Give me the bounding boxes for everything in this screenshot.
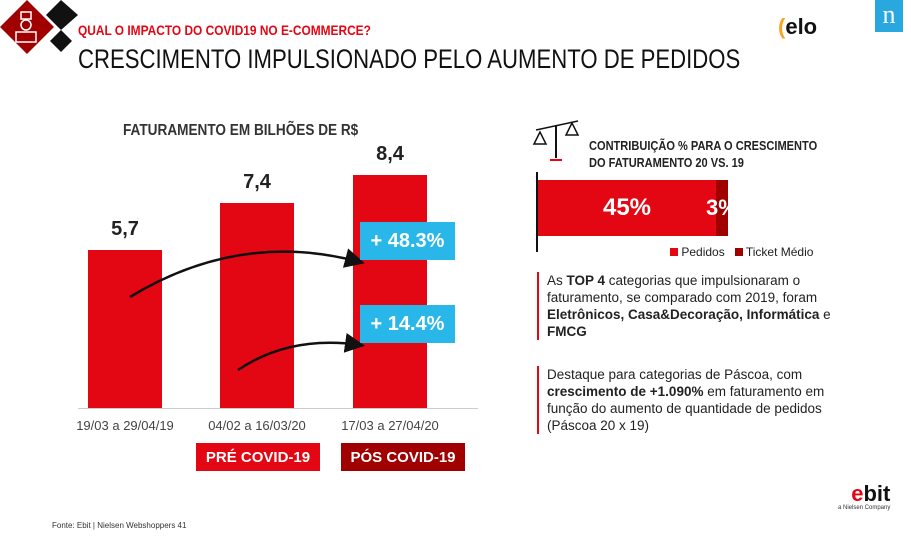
contrib-legend: Pedidos Ticket Médio bbox=[670, 245, 813, 259]
value-label: 7,4 bbox=[243, 170, 271, 193]
category-label: 19/03 a 29/04/19 bbox=[76, 418, 174, 433]
elo-logo: (elo bbox=[778, 14, 818, 39]
ticket-label: 3% bbox=[706, 195, 738, 220]
bar bbox=[220, 202, 294, 408]
chart-title: FATURAMENTO EM BILHÕES DE R$ bbox=[123, 122, 359, 139]
page-title: CRESCIMENTO IMPULSIONADO PELO AUMENTO DE… bbox=[78, 44, 741, 74]
top4-text: As TOP 4 categorias que impulsionaram o … bbox=[537, 272, 847, 340]
contrib-bar: 45% 3% bbox=[538, 180, 738, 236]
pedidos-segment: 45% bbox=[538, 180, 716, 236]
growth-badge-48: + 48.3% bbox=[360, 222, 455, 260]
pos-covid-badge: PÓS COVID-19 bbox=[341, 443, 465, 471]
pre-covid-badge: PRÉ COVID-19 bbox=[196, 443, 320, 471]
bar bbox=[88, 249, 162, 408]
ebit-logo: ebit a Nielsen Company bbox=[838, 481, 891, 512]
nielsen-logo: n bbox=[875, 0, 903, 32]
contrib-title: CONTRIBUIÇÃO % PARA O CRESCIMENTO DO FATU… bbox=[589, 138, 818, 170]
contrib-axis bbox=[536, 172, 538, 252]
scale-icon bbox=[532, 120, 580, 161]
category-label: 04/02 a 16/03/20 bbox=[208, 418, 306, 433]
pascoa-text: Destaque para categorias de Páscoa, com … bbox=[537, 366, 847, 434]
source: Fonte: Ebit | Nielsen Webshoppers 41 bbox=[52, 521, 187, 530]
category-label: 17/03 a 27/04/20 bbox=[341, 418, 439, 433]
bar bbox=[353, 175, 427, 408]
value-label: 8,4 bbox=[376, 143, 404, 165]
subtitle: QUAL O IMPACTO DO COVID19 NO E-COMMERCE? bbox=[78, 22, 371, 38]
growth-arrows bbox=[129, 248, 365, 372]
covid-icon bbox=[0, 0, 78, 54]
value-label: 5,7 bbox=[111, 217, 139, 240]
growth-badge-14: + 14.4% bbox=[360, 305, 455, 343]
ticket-segment: 3% bbox=[706, 180, 738, 236]
x-axis bbox=[78, 408, 478, 409]
